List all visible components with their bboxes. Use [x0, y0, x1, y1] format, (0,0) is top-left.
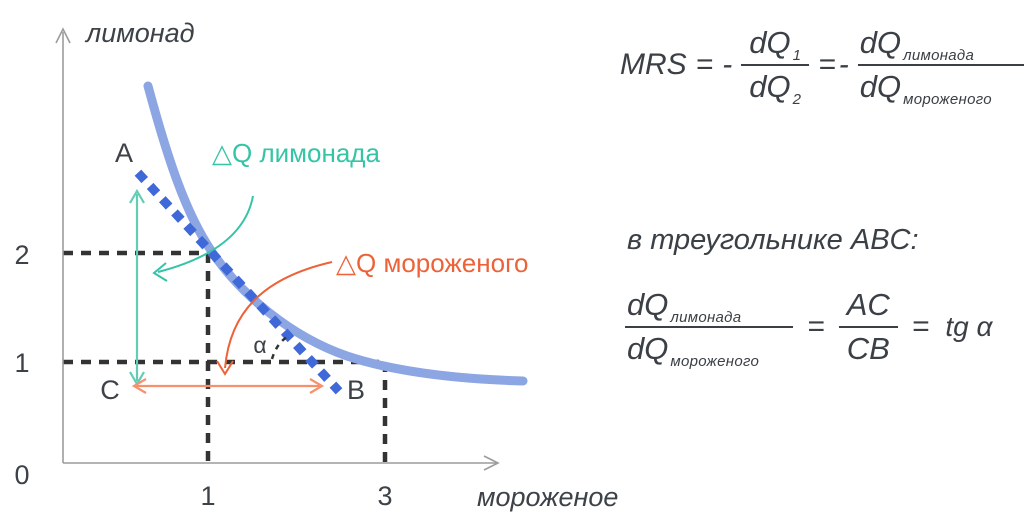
equals-sign: = — [818, 47, 836, 81]
dq-term: dQ — [749, 68, 791, 104]
tangent-formula: dQ лимонада dQ мороженого = AC CB = tg α — [625, 286, 993, 370]
delta-lemonade-arrowhead-icon — [152, 262, 168, 282]
y-axis-arrowhead-icon — [55, 27, 71, 44]
tick-origin: 0 — [14, 460, 29, 490]
cb-arrowhead-right-icon — [309, 378, 325, 394]
fraction-denominator: CB — [846, 330, 890, 366]
point-c-label: C — [100, 375, 120, 405]
indifference-curve-plot: лимонад мороженое 0 2 1 1 3 A C B α △Q л… — [14, 18, 618, 512]
fraction-bar — [857, 63, 1024, 66]
dq-term: dQ — [859, 68, 902, 104]
subscript-lemonade: лимонада — [670, 309, 742, 326]
delta-icecream-leader-arrow — [224, 261, 333, 369]
ac-arrowhead-top-icon — [129, 188, 145, 204]
equals-sign: = — [911, 309, 930, 343]
fraction-numerator: dQ 1 — [741, 24, 809, 64]
triangle-abc-heading: в треугольнике ABC: — [627, 224, 919, 256]
tick-x-1: 1 — [200, 481, 215, 511]
subscript-icecream: мороженого — [670, 352, 760, 370]
x-axis-arrowhead-icon — [483, 455, 500, 471]
x-axis-label: мороженое — [477, 482, 618, 512]
dq-term: dQ — [627, 287, 669, 322]
delta-lemonade-annotation: △Q лимонада — [212, 138, 380, 168]
equals-sign: = — [695, 47, 714, 81]
fraction-bar — [838, 325, 898, 328]
dq1-dq2-fraction: dQ 1 dQ 2 — [741, 24, 810, 108]
tick-x-3: 3 — [377, 481, 392, 511]
dq-term: dQ — [859, 25, 902, 60]
fraction-denominator: dQ мороженого — [625, 330, 793, 370]
dq-term: dQ — [749, 25, 791, 60]
point-a-label: A — [115, 138, 133, 168]
minus-sign: - — [838, 47, 849, 81]
subscript-1: 1 — [792, 47, 802, 64]
equals-sign: = — [807, 309, 825, 343]
mrs-symbol: MRS — [620, 47, 687, 81]
fraction-denominator: dQ 2 — [741, 68, 809, 108]
tangent-line — [134, 169, 343, 395]
tick-y-2: 2 — [14, 240, 29, 270]
fraction-numerator: AC — [846, 287, 890, 322]
dq-term: dQ — [627, 330, 669, 366]
angle-alpha-label: α — [253, 332, 266, 358]
fraction-denominator: dQ мороженого — [858, 68, 1024, 108]
fraction-bar — [741, 63, 810, 66]
fraction-numerator: dQ лимонада — [625, 286, 775, 326]
minus-sign: - — [722, 47, 733, 81]
angle-arc — [270, 333, 291, 360]
delta-lemonade-leader-arrow — [157, 195, 254, 273]
ac-cb-fraction: AC CB — [838, 286, 898, 367]
point-b-label: B — [347, 375, 365, 405]
delta-icecream-annotation: △Q мороженого — [336, 248, 528, 278]
indifference-curve — [143, 81, 528, 386]
cb-arrowhead-left-icon — [131, 378, 147, 394]
subscript-icecream: мороженого — [903, 90, 992, 108]
y-axis-label: лимонад — [84, 18, 195, 48]
fraction-bar — [625, 325, 794, 328]
fraction-numerator: dQ лимонада — [858, 24, 1008, 64]
subscript-2: 2 — [792, 90, 802, 108]
tick-y-1: 1 — [14, 348, 29, 378]
dq-named-fraction: dQ лимонада dQ мороженого — [857, 24, 1024, 108]
mrs-formula: MRS = - dQ 1 dQ 2 = - dQ лимонада dQ мор… — [620, 24, 1024, 108]
subscript-lemonade: лимонада — [903, 47, 975, 64]
tg-alpha-result: tg α — [945, 310, 993, 342]
delta-icecream-arrowhead-icon — [216, 360, 234, 376]
dq-named-fraction: dQ лимонада dQ мороженого — [625, 286, 794, 370]
